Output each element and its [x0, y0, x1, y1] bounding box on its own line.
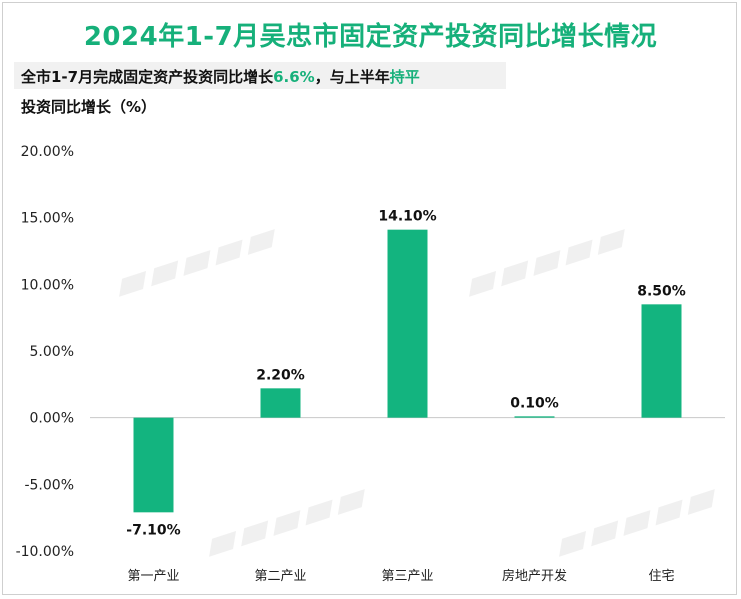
y-tick-label: -5.00% — [24, 477, 74, 493]
data-label-4: 8.50% — [637, 283, 686, 299]
y-tick-label: -10.00% — [16, 544, 74, 560]
bar-0 — [133, 417, 174, 513]
data-labels: -7.10% 2.20% 14.10% 0.10% 8.50% — [126, 209, 685, 539]
y-tick-label: 20.00% — [21, 144, 74, 160]
bars — [133, 229, 682, 513]
subtitle-growth-value: 6.6% — [273, 68, 315, 86]
data-label-1: 2.20% — [256, 367, 305, 383]
subtitle-text-2: ，与上半年 — [314, 68, 390, 86]
watermark-mark-3: ▰▰▰▰▰ — [548, 470, 725, 571]
bar-3 — [514, 416, 555, 418]
subtitle-background — [14, 62, 506, 89]
y-tick-label: 0.00% — [30, 411, 74, 427]
y-tick-label: 10.00% — [21, 277, 74, 293]
y-tick-label: 5.00% — [30, 344, 74, 360]
subtitle-flat-value: 持平 — [389, 68, 420, 86]
x-category-label-3: 房地产开发 — [502, 568, 567, 584]
subtitle-text-1: 全市1-7月完成固定资产投资同比增长 — [21, 68, 274, 86]
chart-subtitle: 全市1-7月完成固定资产投资同比增长6.6%，与上半年持平 — [21, 66, 420, 87]
bar-4 — [641, 304, 682, 418]
bar-1 — [260, 388, 301, 418]
x-category-label-4: 住宅 — [648, 569, 674, 584]
data-label-0: -7.10% — [126, 522, 180, 538]
x-category-label-1: 第二产业 — [254, 569, 306, 584]
y-tick-label: 15.00% — [21, 211, 74, 227]
watermark-mark-2: ▰▰▰▰▰ — [198, 470, 375, 571]
data-label-2: 14.10% — [378, 209, 436, 225]
x-category-label-2: 第三产业 — [381, 569, 433, 584]
y-axis-label: 投资同比增长（%） — [21, 98, 157, 116]
x-axis-categories: 第一产业 第二产业 第三产业 房地产开发 住宅 — [127, 568, 674, 584]
bar-2 — [387, 229, 428, 418]
chart-title: 2024年1-7月吴忠市固定资产投资同比增长情况 — [83, 22, 658, 52]
x-category-label-0: 第一产业 — [127, 569, 179, 584]
data-label-3: 0.10% — [510, 395, 559, 411]
watermark-mark-0: ▰▰▰▰▰ — [108, 210, 285, 311]
y-axis-ticks: 20.00% 15.00% 10.00% 5.00% 0.00% -5.00% -10.00… — [16, 144, 74, 560]
watermark-mark-1: ▰▰▰▰▰ — [458, 210, 635, 311]
